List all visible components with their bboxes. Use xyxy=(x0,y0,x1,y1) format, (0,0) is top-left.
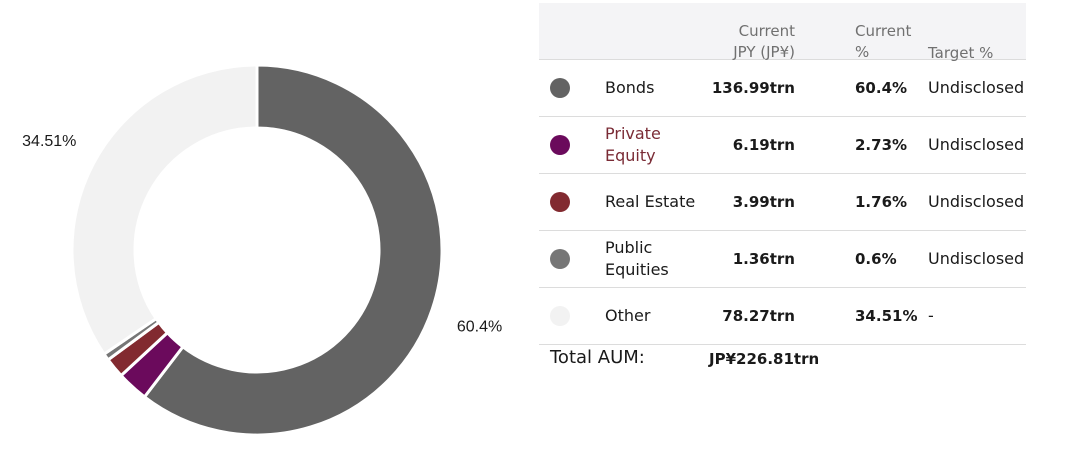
donut-slice-bonds[interactable] xyxy=(142,63,444,437)
header-current-value: Current JPY (JP¥) xyxy=(733,22,795,61)
asset-class-name: Bonds xyxy=(605,78,655,97)
asset-class-name[interactable]: Private Equity xyxy=(605,124,661,165)
target-percent: Undisclosed xyxy=(928,135,1025,154)
slice-percent-label: 60.4% xyxy=(457,318,502,335)
table-row: Bonds 136.99trn 60.4% Undisclosed xyxy=(539,60,1026,117)
target-percent: - xyxy=(928,306,934,325)
current-percent: 0.6% xyxy=(855,250,897,268)
current-value: 1.36trn xyxy=(732,250,795,268)
allocation-table: Current JPY (JP¥) Current % Target % Bon… xyxy=(539,3,1026,375)
asset-class-name: Public Equities xyxy=(605,238,669,279)
header-current-percent: Current % xyxy=(855,22,912,61)
total-aum-label: Total AUM: xyxy=(550,347,645,368)
total-aum-value: JP¥226.81trn xyxy=(709,350,820,368)
table-row: Private Equity 6.19trn 2.73% Undisclosed xyxy=(539,117,1026,174)
current-percent: 34.51% xyxy=(855,307,918,325)
table-row: Other 78.27trn 34.51% - xyxy=(539,288,1026,345)
legend-swatch xyxy=(550,78,570,98)
table-row: Public Equities 1.36trn 0.6% Undisclosed xyxy=(539,231,1026,288)
target-percent: Undisclosed xyxy=(928,192,1025,211)
legend-swatch xyxy=(550,249,570,269)
donut-slice-other[interactable] xyxy=(70,63,259,357)
legend-swatch xyxy=(550,135,570,155)
current-value: 78.27trn xyxy=(722,307,795,325)
asset-class-name: Real Estate xyxy=(605,192,696,211)
legend-swatch xyxy=(550,306,570,326)
current-percent: 2.73% xyxy=(855,136,908,154)
donut-labels: 60.4% 34.51% xyxy=(22,133,502,335)
slice-percent-label: 34.51% xyxy=(22,133,76,150)
current-percent: 60.4% xyxy=(855,79,908,97)
legend-swatch xyxy=(550,192,570,212)
current-value: 136.99trn xyxy=(711,79,795,97)
total-aum-row: Total AUM: JP¥226.81trn xyxy=(539,345,1026,375)
current-percent: 1.76% xyxy=(855,193,908,211)
asset-class-name: Other xyxy=(605,306,651,325)
target-percent: Undisclosed xyxy=(928,249,1025,268)
header-target-percent: Target % xyxy=(928,44,994,62)
table-row: Real Estate 3.99trn 1.76% Undisclosed xyxy=(539,174,1026,231)
table-body: Bonds 136.99trn 60.4% Undisclosed Private Eq… xyxy=(539,60,1026,345)
donut-slices xyxy=(70,63,444,437)
donut-chart: 60.4% 34.51% xyxy=(22,63,502,437)
target-percent: Undisclosed xyxy=(928,78,1025,97)
current-value: 6.19trn xyxy=(732,136,795,154)
table-header: Current JPY (JP¥) Current % Target % xyxy=(539,3,1026,62)
current-value: 3.99trn xyxy=(732,193,795,211)
